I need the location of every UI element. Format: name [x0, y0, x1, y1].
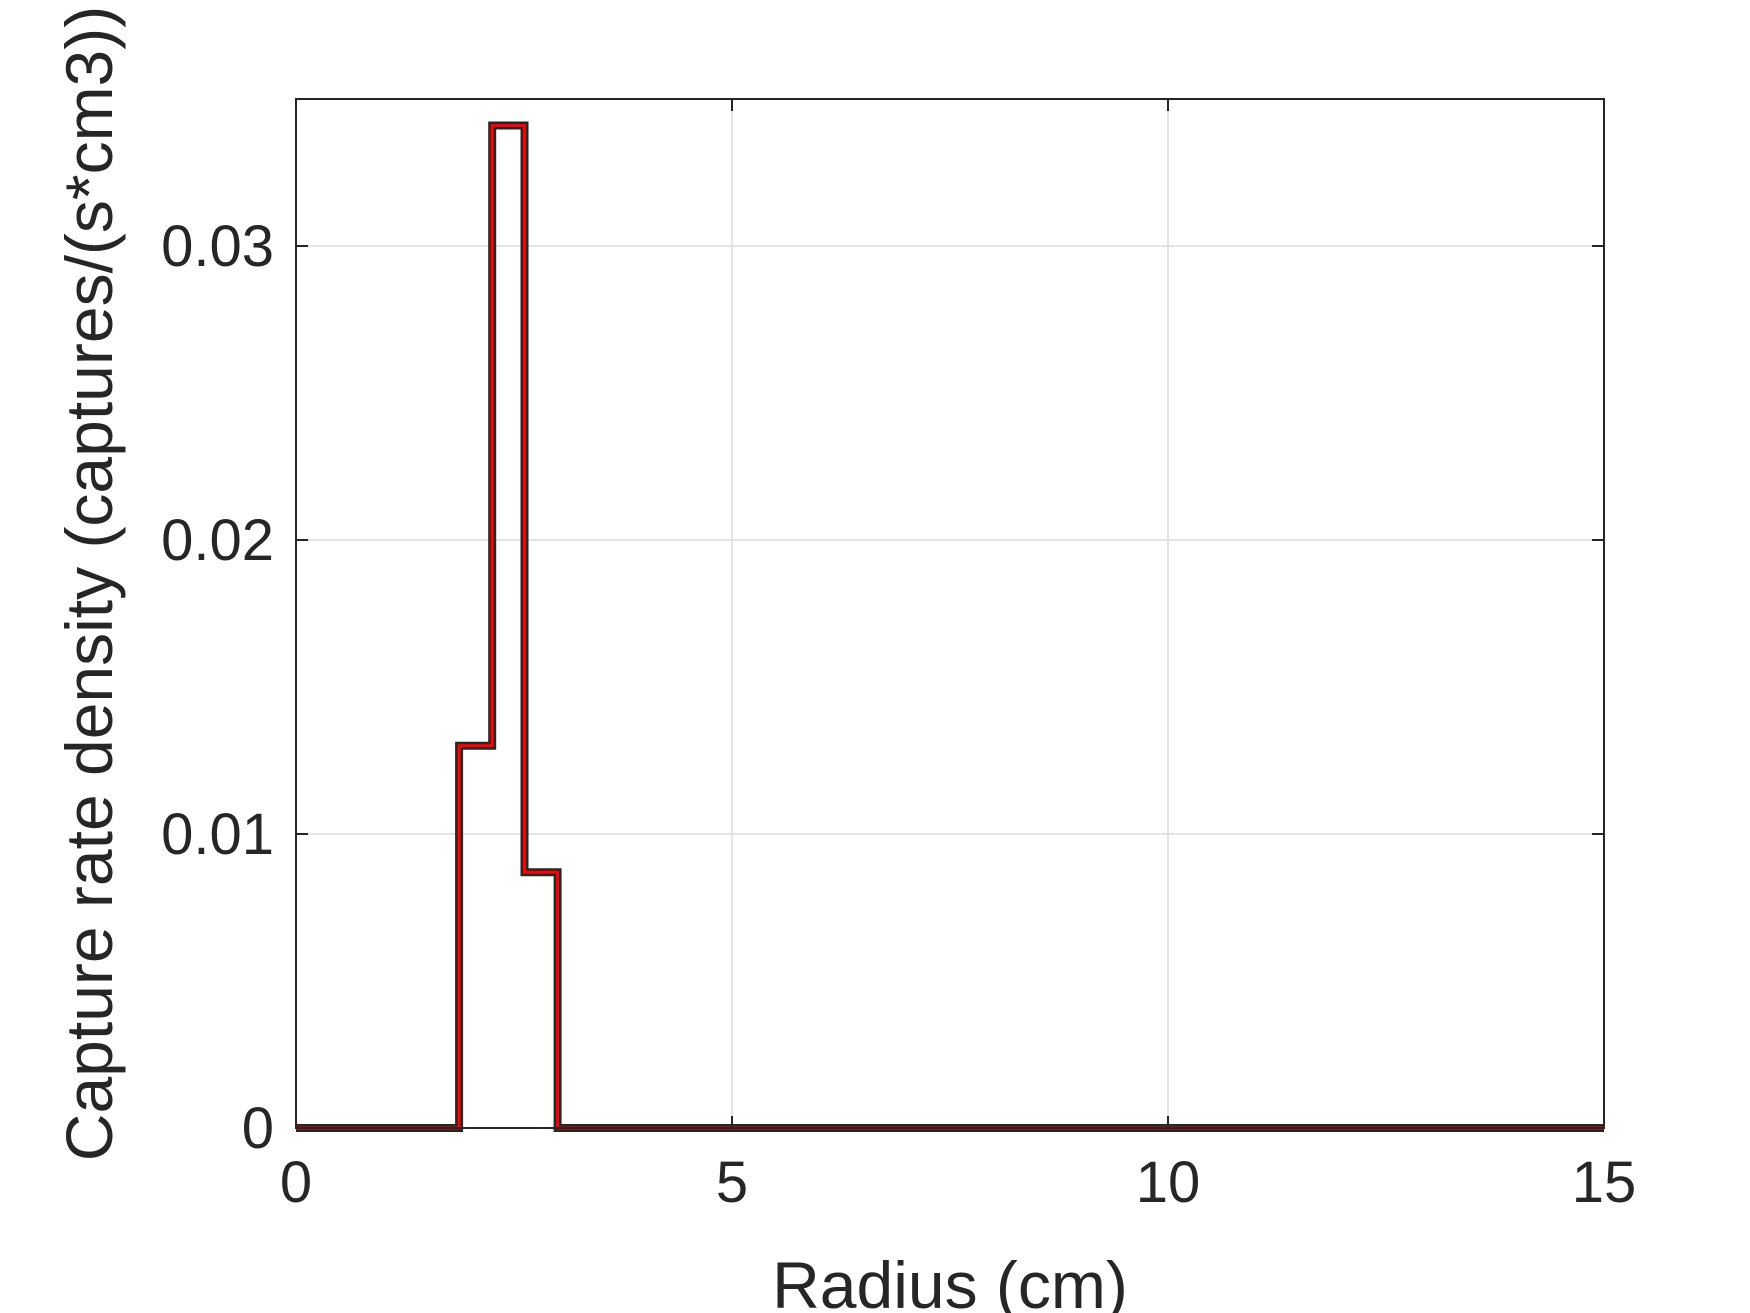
y-tick-labels: 0 0.01 0.02 0.03 — [161, 214, 274, 1161]
y-tick-label: 0.03 — [161, 214, 274, 279]
x-tick-label: 10 — [1136, 1150, 1201, 1215]
x-axis-label: Radius (cm) — [772, 1248, 1128, 1313]
series-line — [296, 124, 1604, 1130]
tick-marks — [295, 99, 1605, 1129]
plot-area-frame — [295, 98, 1605, 1129]
x-tick-label: 5 — [716, 1150, 748, 1215]
x-tick-label: 15 — [1572, 1150, 1637, 1215]
y-axis-label: Capture rate density (captures/(s*cm3)) — [52, 6, 126, 1161]
x-tick-label: 0 — [280, 1150, 312, 1215]
y-tick-label: 0.01 — [161, 802, 274, 867]
y-tick-label: 0.02 — [161, 508, 274, 573]
series-layer — [296, 121, 1604, 1132]
grid — [296, 99, 1604, 1128]
x-tick-labels: 0 5 10 15 — [280, 1150, 1636, 1215]
y-tick-label: 0 — [242, 1096, 274, 1161]
